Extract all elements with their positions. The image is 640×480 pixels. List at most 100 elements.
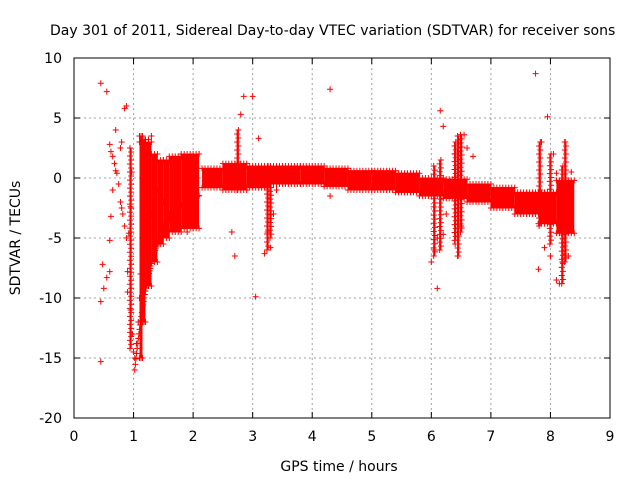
- data-point: [157, 232, 164, 239]
- data-point: [431, 247, 438, 253]
- data-point: [457, 188, 464, 195]
- data-point: [268, 215, 275, 222]
- data-point: [143, 284, 150, 291]
- data-band: [490, 187, 515, 208]
- data-point: [457, 164, 464, 171]
- data-point: [454, 133, 461, 139]
- data-point: [265, 163, 272, 169]
- data-point: [558, 223, 565, 230]
- data-point: [431, 175, 438, 182]
- data-point: [126, 297, 133, 304]
- data-point: [544, 217, 551, 223]
- data-band: [371, 170, 396, 190]
- data-point: [558, 207, 565, 214]
- data-point: [160, 199, 167, 205]
- data-point: [437, 203, 444, 210]
- data-point: [235, 127, 242, 133]
- data-point: [106, 141, 113, 148]
- data-point: [454, 245, 461, 251]
- data-point: [536, 207, 543, 213]
- data-point: [546, 209, 553, 216]
- data-band: [222, 163, 247, 190]
- data-point: [455, 253, 462, 259]
- data-point: [117, 199, 124, 205]
- data-point: [263, 199, 270, 205]
- data-point: [562, 167, 569, 173]
- data-point: [562, 191, 569, 197]
- data-point: [128, 245, 135, 252]
- data-point: [234, 171, 241, 177]
- data-point: [437, 107, 444, 114]
- data-point: [144, 276, 151, 283]
- data-point: [135, 330, 142, 337]
- data-point: [268, 223, 275, 230]
- data-point: [546, 241, 553, 247]
- x-tick-label: 0: [70, 429, 79, 445]
- data-point: [125, 230, 132, 237]
- data-point: [431, 183, 438, 190]
- data-point: [536, 183, 543, 189]
- data-point: [431, 167, 438, 174]
- data-point: [128, 157, 135, 164]
- data-point: [139, 355, 146, 361]
- data-point: [457, 204, 464, 211]
- data-point: [548, 158, 555, 165]
- data-point: [124, 289, 131, 295]
- data-point: [457, 212, 464, 219]
- data-point: [443, 211, 450, 217]
- data-point: [128, 149, 135, 156]
- data-point: [550, 151, 557, 157]
- data-point: [561, 219, 568, 225]
- data-point: [431, 240, 438, 247]
- data-point: [111, 160, 118, 167]
- data-point: [548, 221, 555, 228]
- data-point: [536, 175, 543, 181]
- data-point: [126, 145, 133, 151]
- data-point: [137, 317, 144, 324]
- data-point: [536, 215, 543, 221]
- data-point: [537, 147, 544, 153]
- data-point: [126, 161, 133, 168]
- data-point: [268, 176, 275, 183]
- data-point: [561, 235, 568, 241]
- data-point: [237, 111, 244, 118]
- data-point: [458, 160, 465, 167]
- data-point: [454, 141, 461, 147]
- data-point: [249, 93, 256, 100]
- data-point: [112, 127, 119, 133]
- data-point: [263, 239, 270, 245]
- data-point: [556, 280, 563, 287]
- data-point: [128, 341, 135, 348]
- data-point: [103, 88, 110, 95]
- data-point: [538, 139, 545, 145]
- data-point: [266, 196, 273, 203]
- data-point: [128, 189, 135, 196]
- data-point: [263, 207, 270, 213]
- data-point: [126, 233, 133, 240]
- data-point: [548, 197, 555, 204]
- data-point: [548, 237, 555, 244]
- data-point: [128, 325, 135, 332]
- data-point: [451, 229, 458, 236]
- data-point: [561, 163, 568, 169]
- data-point: [234, 155, 241, 161]
- data-point: [252, 293, 259, 300]
- data-point: [127, 193, 134, 199]
- data-point: [458, 152, 465, 159]
- data-point: [128, 301, 135, 308]
- data-point: [327, 193, 334, 199]
- data-band: [163, 160, 170, 238]
- data-point: [140, 302, 147, 309]
- data-point: [128, 237, 135, 244]
- data-point: [434, 285, 441, 292]
- data-point: [123, 103, 130, 109]
- data-point: [235, 151, 242, 157]
- data-point: [454, 165, 461, 171]
- data-point: [134, 340, 141, 347]
- data-band: [181, 154, 200, 229]
- data-point: [159, 228, 166, 235]
- data-point: [235, 183, 242, 189]
- data-point: [431, 224, 438, 231]
- data-point: [546, 162, 553, 169]
